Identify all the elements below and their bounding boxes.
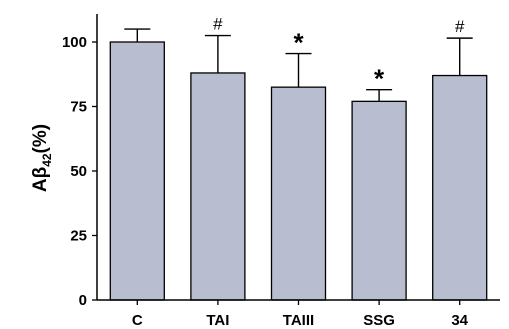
x-tick-label-taiii: TAIII <box>283 312 314 329</box>
bar-34 <box>432 74 488 301</box>
bar-taiii <box>270 86 327 301</box>
error-bars-group <box>124 28 473 102</box>
annotations-group: # * * # <box>213 15 465 94</box>
annotation-ssg: * <box>374 64 385 94</box>
bar-c <box>109 41 165 301</box>
y-tick-label-50: 50 <box>70 163 87 180</box>
y-tick-label-0: 0 <box>79 292 87 309</box>
y-axis: 0 25 50 75 100 <box>62 14 98 309</box>
x-axis: C TAI TAIII SSG 34 <box>97 299 500 329</box>
x-tick-label-ssg: SSG <box>363 312 395 329</box>
y-axis-title-main: Aβ <box>30 167 51 192</box>
y-tick-label-25: 25 <box>70 228 87 245</box>
annotation-34: # <box>455 17 465 36</box>
y-axis-title-suffix: (%) <box>30 124 51 154</box>
x-tick-label-c: C <box>132 312 143 329</box>
annotation-taiii: * <box>293 28 304 58</box>
bar-ssg <box>351 100 407 301</box>
y-axis-title: Aβ42(%) <box>30 124 54 192</box>
annotation-tai: # <box>213 15 223 34</box>
y-axis-title-subscript: 42 <box>40 153 54 167</box>
y-tick-label-100: 100 <box>62 34 87 51</box>
x-tick-label-34: 34 <box>451 312 468 329</box>
bar-tai <box>190 72 246 301</box>
svg-text:Aβ42(%): Aβ42(%) <box>30 124 54 192</box>
y-tick-label-75: 75 <box>70 99 87 116</box>
x-tick-label-tai: TAI <box>206 312 229 329</box>
